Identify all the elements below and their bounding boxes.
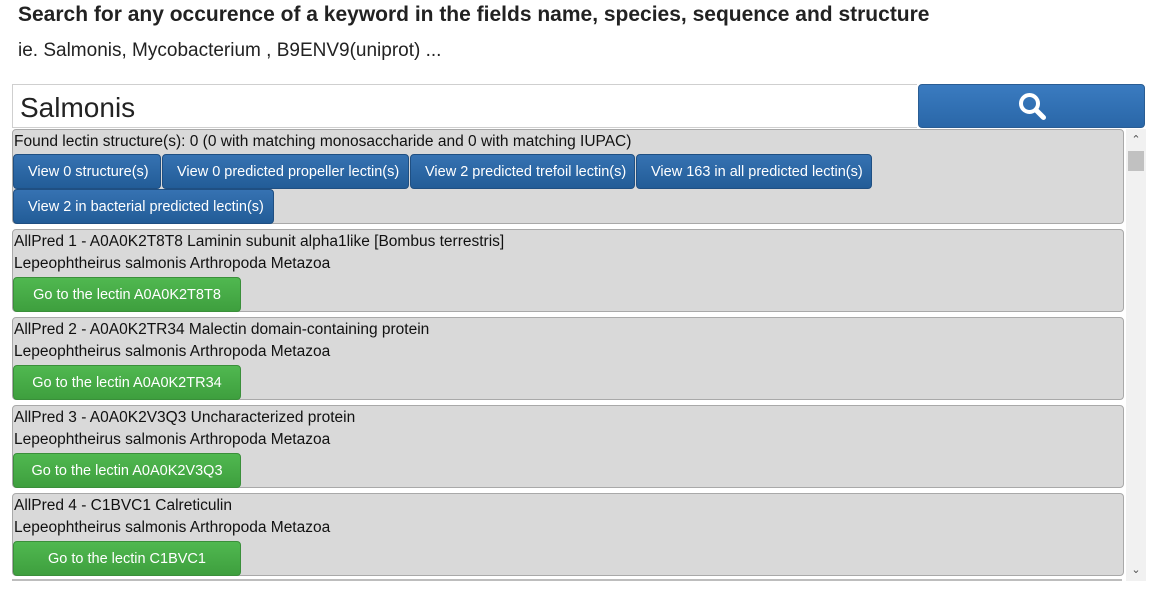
go-to-lectin-button[interactable]: Go to the lectin C1BVC1 [13,541,241,576]
search-button[interactable] [918,84,1145,128]
view-structures-button[interactable]: View 0 structure(s) [13,154,161,189]
lectin-taxonomy: Lepeophtheirus salmonis Arthropoda Metaz… [14,431,331,448]
lectin-taxonomy: Lepeophtheirus salmonis Arthropoda Metaz… [14,343,331,360]
lectin-taxonomy: Lepeophtheirus salmonis Arthropoda Metaz… [14,255,331,272]
view-bacterial-lectins-button[interactable]: View 2 in bacterial predicted lectin(s) [13,189,274,224]
search-examples: ie. Salmonis, Mycobacterium , B9ENV9(uni… [18,40,442,61]
results-panel[interactable]: Found lectin structure(s): 0 (0 with mat… [12,129,1146,581]
bottom-divider [12,579,1122,581]
lectin-result-card: AllPred 4 - C1BVC1 Calreticulin Lepeopht… [12,493,1124,576]
chevron-up-icon[interactable]: ⌃ [1131,134,1141,146]
go-to-lectin-button[interactable]: Go to the lectin A0A0K2T8T8 [13,277,241,312]
lectin-title: AllPred 1 - A0A0K2T8T8 Laminin subunit a… [14,233,505,250]
lectin-title: AllPred 3 - A0A0K2V3Q3 Uncharacterized p… [14,409,356,426]
lectin-result-card: AllPred 3 - A0A0K2V3Q3 Uncharacterized p… [12,405,1124,488]
lectin-result-card: AllPred 2 - A0A0K2TR34 Malectin domain-c… [12,317,1124,400]
view-all-predicted-lectins-button[interactable]: View 163 in all predicted lectin(s) [636,154,872,189]
search-icon [1018,93,1046,120]
view-trefoil-lectins-button[interactable]: View 2 predicted trefoil lectin(s) [410,154,635,189]
results-list: Found lectin structure(s): 0 (0 with mat… [12,129,1124,581]
lectin-title: AllPred 4 - C1BVC1 Calreticulin [14,497,232,514]
summary-card: Found lectin structure(s): 0 (0 with mat… [12,129,1124,224]
chevron-down-icon[interactable]: ⌄ [1131,564,1141,576]
go-to-lectin-button[interactable]: Go to the lectin A0A0K2TR34 [13,365,241,400]
lectin-result-card: AllPred 1 - A0A0K2T8T8 Laminin subunit a… [12,229,1124,312]
results-scrollbar[interactable]: ⌃ ⌄ [1126,129,1146,581]
search-input[interactable] [12,84,917,128]
view-propeller-lectins-button[interactable]: View 0 predicted propeller lectin(s) [162,154,409,189]
lectin-taxonomy: Lepeophtheirus salmonis Arthropoda Metaz… [14,519,331,536]
view-buttons-row: View 0 structure(s) View 0 predicted pro… [13,154,1123,224]
scrollbar-thumb[interactable] [1128,151,1144,171]
page-title: Search for any occurence of a keyword in… [18,3,930,26]
go-to-lectin-button[interactable]: Go to the lectin A0A0K2V3Q3 [13,453,241,488]
lectin-title: AllPred 2 - A0A0K2TR34 Malectin domain-c… [14,321,430,338]
found-structures-text: Found lectin structure(s): 0 (0 with mat… [14,133,632,150]
